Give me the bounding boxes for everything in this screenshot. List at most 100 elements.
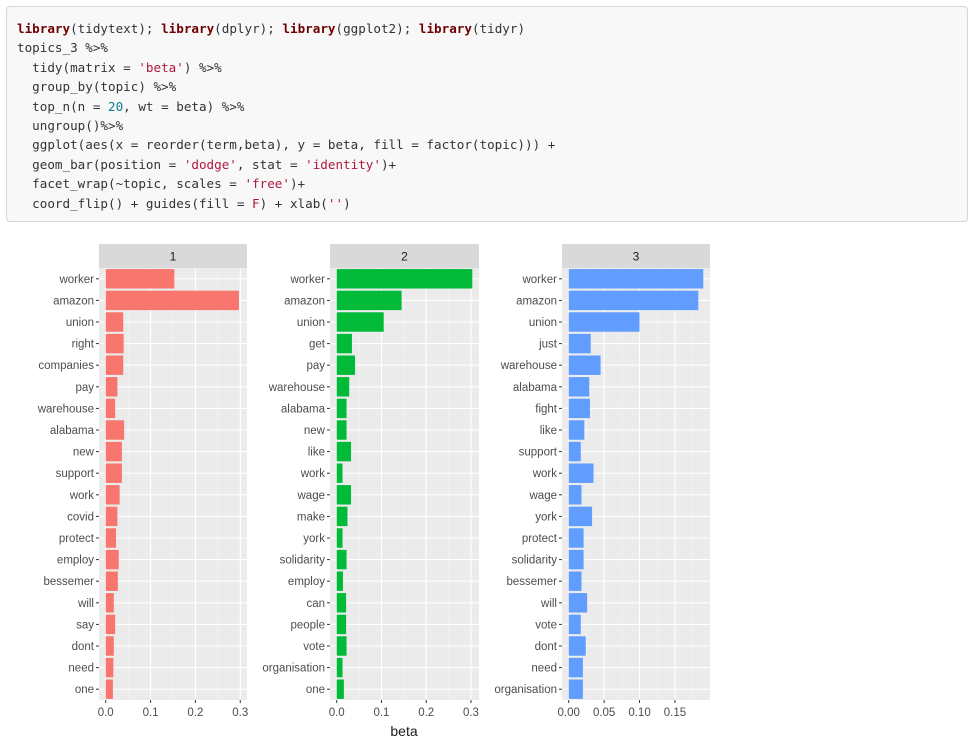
category-label: union	[66, 317, 94, 329]
x-tick-label: 0.1	[373, 707, 389, 719]
bar-warehouse	[105, 398, 116, 419]
category-label: work	[532, 468, 558, 480]
code-line: group_by(topic) %>%	[17, 77, 957, 96]
bar-one	[105, 679, 113, 699]
bar-covid	[105, 506, 118, 527]
bar-work	[568, 463, 594, 483]
category-label: amazon	[284, 295, 325, 307]
code-line: library(tidytext); library(dplyr); libra…	[17, 19, 957, 38]
category-label: protect	[522, 533, 558, 545]
bar-employ	[105, 549, 119, 570]
code-token: 'beta'	[138, 59, 184, 75]
category-label: one	[306, 684, 325, 696]
category-label: worker	[521, 274, 557, 286]
category-label: right	[72, 339, 95, 351]
bar-amazon	[336, 290, 402, 311]
code-block: library(tidytext); library(dplyr); libra…	[6, 6, 968, 222]
code-line: facet_wrap(~topic, scales = 'free')+	[17, 174, 957, 193]
category-label: will	[77, 598, 94, 610]
code-token: ungroup()%>%	[17, 117, 124, 133]
bar-get	[336, 333, 352, 354]
code-token: (dplyr);	[214, 21, 283, 36]
bar-will	[568, 593, 588, 613]
bar-bessemer	[105, 571, 118, 591]
code-token: )	[343, 195, 351, 211]
bar-say	[105, 614, 116, 635]
code-token: )+	[380, 156, 397, 172]
code-line: ungroup()%>%	[17, 116, 957, 135]
category-label: can	[306, 598, 325, 610]
bar-just	[568, 333, 591, 354]
code-token: geom_bar(position =	[17, 156, 184, 172]
category-label: fight	[535, 403, 558, 415]
category-label: alabama	[50, 425, 95, 437]
x-tick-label: 0.15	[664, 707, 686, 719]
category-label: solidarity	[512, 555, 558, 567]
code-token: library	[17, 21, 71, 36]
code-token: (tidyr)	[471, 21, 526, 36]
bar-vote	[336, 636, 347, 656]
facet-strip	[99, 244, 247, 268]
bar-need	[105, 657, 114, 678]
bar-fight	[568, 398, 590, 419]
x-tick-label: 0.00	[558, 707, 580, 719]
category-label: new	[73, 447, 95, 459]
category-label: support	[519, 447, 558, 459]
category-label: get	[309, 339, 326, 351]
x-tick-label: 0.2	[187, 707, 203, 719]
category-label: wage	[297, 490, 326, 502]
category-label: protect	[59, 533, 95, 545]
panel-background	[562, 268, 710, 700]
category-label: need	[531, 663, 557, 675]
category-label: covid	[67, 511, 94, 523]
x-tick-label: 0.3	[463, 707, 479, 719]
category-label: organisation	[494, 684, 557, 696]
bar-york	[568, 506, 593, 527]
code-line: topics_3 %>%	[17, 38, 957, 57]
bar-new	[336, 420, 347, 440]
bar-right	[105, 333, 124, 354]
code-token: ) + xlab(	[259, 195, 328, 211]
bar-need	[568, 657, 583, 678]
code-token: library	[161, 21, 215, 36]
bar-protect	[568, 528, 584, 548]
category-label: bessemer	[507, 576, 558, 588]
x-tick-label: 0.1	[143, 707, 159, 719]
code-line: tidy(matrix = 'beta') %>%	[17, 58, 957, 77]
facet-strip	[562, 244, 710, 268]
category-label: warehouse	[37, 403, 94, 415]
bar-support	[568, 441, 581, 462]
code-line: top_n(n = 20, wt = beta) %>%	[17, 97, 957, 116]
bar-like	[336, 441, 352, 462]
category-label: dont	[535, 641, 558, 653]
category-label: will	[540, 598, 557, 610]
category-label: solidarity	[280, 555, 326, 567]
bar-warehouse	[568, 355, 601, 375]
code-token: )+	[289, 176, 306, 192]
category-label: like	[540, 425, 557, 437]
bar-dont	[105, 636, 114, 656]
code-token: ) %>%	[183, 59, 222, 75]
x-tick-label: 0.05	[593, 707, 615, 719]
bar-work	[105, 485, 120, 505]
bar-york	[336, 528, 343, 548]
bar-union	[105, 312, 124, 332]
category-label: vote	[535, 619, 557, 631]
bar-worker	[105, 269, 175, 289]
category-label: people	[290, 619, 325, 631]
category-label: new	[304, 425, 326, 437]
category-label: pay	[306, 360, 325, 372]
category-label: work	[300, 468, 326, 480]
bar-can	[336, 593, 347, 613]
category-label: employ	[57, 555, 94, 567]
code-token: 'dodge'	[183, 156, 237, 172]
bar-dont	[568, 636, 586, 656]
code-token: topics_3 %>%	[17, 40, 108, 56]
code-token: , wt = beta) %>%	[123, 98, 245, 114]
bar-employ	[336, 571, 343, 591]
bar-companies	[105, 355, 124, 375]
category-label: alabama	[281, 403, 326, 415]
bar-work	[336, 463, 343, 483]
category-label: york	[535, 511, 557, 523]
code-token: tidy(matrix =	[17, 59, 139, 75]
